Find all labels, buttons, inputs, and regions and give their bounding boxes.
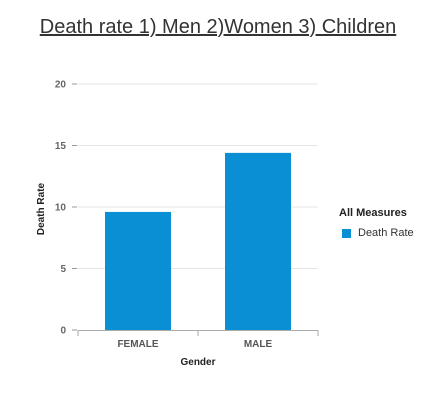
- y-tick-label: 0: [60, 326, 66, 337]
- y-tick-label: 20: [55, 80, 67, 91]
- legend-label: Death Rate: [358, 227, 414, 239]
- legend-item-death-rate[interactable]: Death Rate: [339, 227, 439, 239]
- y-tick-label: 10: [55, 203, 67, 214]
- bar-male[interactable]: [225, 152, 291, 330]
- y-tick-label: 15: [55, 141, 67, 152]
- legend: All Measures Death Rate: [339, 207, 439, 239]
- x-axis-title: Gender: [180, 357, 215, 368]
- y-axis-ticks: 0 5 10 15 20: [55, 80, 77, 337]
- x-axis-ticks: FEMALE MALE: [77, 330, 319, 350]
- y-axis-title: Death Rate: [36, 182, 47, 235]
- legend-title: All Measures: [339, 207, 407, 219]
- legend-swatch: [342, 228, 351, 238]
- chart-title: Death rate 1) Men 2)Women 3) Children: [39, 16, 397, 38]
- x-tick-label: FEMALE: [117, 339, 158, 350]
- bars: [105, 152, 291, 330]
- y-tick-label: 5: [60, 264, 66, 275]
- bar-female[interactable]: [105, 211, 171, 330]
- x-tick-label: MALE: [244, 339, 273, 350]
